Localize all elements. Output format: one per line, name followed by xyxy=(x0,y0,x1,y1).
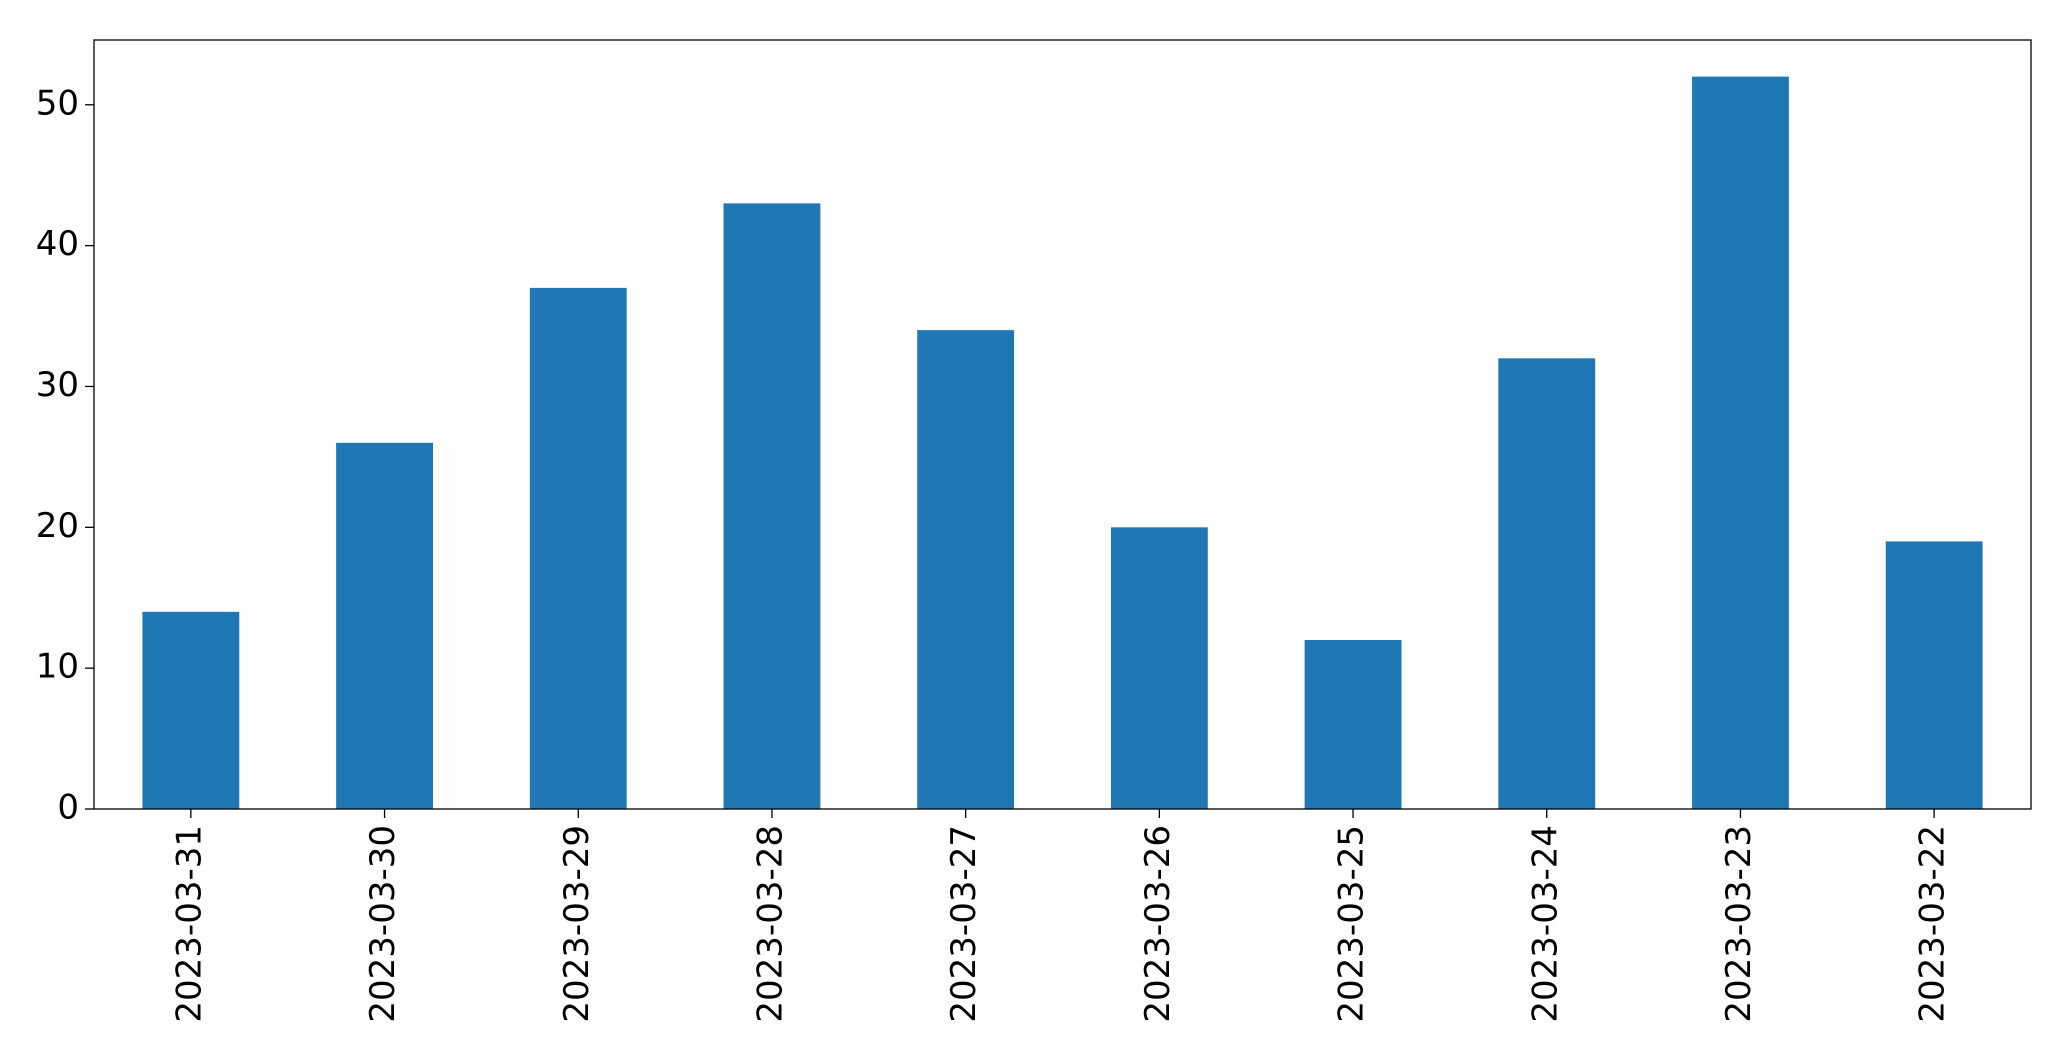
x-tick-label: 2023-03-22 xyxy=(1913,825,1953,1023)
y-tick-label: 10 xyxy=(36,647,79,687)
y-tick-label: 0 xyxy=(57,788,79,828)
bar xyxy=(142,611,240,809)
y-tick-label: 30 xyxy=(36,365,79,405)
x-tick-label: 2023-03-31 xyxy=(169,825,209,1023)
bar xyxy=(336,442,433,809)
y-tick-label: 50 xyxy=(36,83,79,123)
x-tick-label: 2023-03-29 xyxy=(557,825,597,1023)
x-tick-label: 2023-03-24 xyxy=(1525,825,1565,1023)
y-tick-label: 20 xyxy=(36,506,79,546)
bar xyxy=(723,203,821,809)
bar xyxy=(1692,76,1789,810)
x-tick-label: 2023-03-23 xyxy=(1719,825,1759,1023)
bar xyxy=(1304,639,1402,809)
x-tick-label: 2023-03-25 xyxy=(1332,825,1372,1023)
bar xyxy=(1498,358,1596,809)
bar xyxy=(917,330,1015,809)
x-tick-label: 2023-03-30 xyxy=(363,825,403,1023)
bar xyxy=(1110,527,1208,809)
plot-frame xyxy=(93,39,2032,810)
x-tick-label: 2023-03-26 xyxy=(1138,825,1178,1023)
bar xyxy=(1885,541,1983,809)
y-tick-label: 40 xyxy=(36,224,79,264)
x-tick-label: 2023-03-27 xyxy=(944,825,984,1023)
x-tick-label: 2023-03-28 xyxy=(750,825,790,1023)
bar xyxy=(529,287,627,809)
